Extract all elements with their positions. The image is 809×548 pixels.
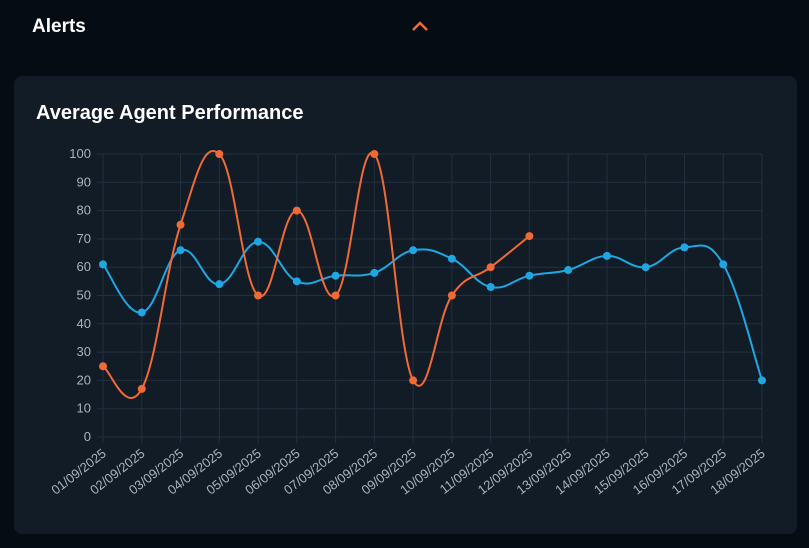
data-point: [409, 376, 418, 385]
data-point: [176, 246, 185, 255]
data-point: [719, 260, 728, 269]
chart: 010203040506070809010001/09/202502/09/20…: [48, 146, 768, 497]
y-tick-label: 10: [77, 401, 91, 416]
data-point: [137, 384, 146, 393]
y-tick-label: 20: [77, 372, 91, 387]
y-tick-label: 70: [77, 231, 91, 246]
data-point: [215, 150, 224, 158]
data-point: [447, 291, 456, 300]
data-point: [525, 232, 534, 241]
collapse-icon[interactable]: [410, 18, 430, 34]
data-point: [486, 283, 495, 292]
header-title: Alerts: [32, 16, 86, 37]
data-point: [331, 271, 340, 280]
data-point: [370, 150, 379, 158]
y-tick-label: 30: [77, 344, 91, 359]
data-point: [292, 206, 301, 215]
chart-card: Average Agent Performance 0 10 20 30 40 50 60 7…: [14, 76, 797, 534]
data-point: [447, 254, 456, 263]
y-tick-label: 0: [84, 429, 91, 444]
y-tick-label: 90: [77, 174, 91, 189]
data-point: [176, 220, 185, 229]
data-point: [525, 271, 534, 280]
data-point: [292, 277, 301, 286]
data-point: [137, 308, 146, 317]
data-point: [254, 237, 263, 246]
data-point: [370, 268, 379, 277]
y-tick-label: 40: [77, 316, 91, 331]
data-point: [641, 263, 650, 272]
y-tick-label: 100: [69, 146, 91, 161]
series-line: [102, 240, 763, 381]
data-point: [331, 291, 340, 300]
data-point: [215, 280, 224, 289]
data-point: [486, 263, 495, 272]
data-point: [758, 376, 766, 385]
data-point: [564, 266, 573, 275]
y-tick-label: 80: [77, 203, 91, 218]
chart-title: Average Agent Performance: [36, 102, 304, 124]
y-tick-label: 60: [77, 259, 91, 274]
data-point: [680, 243, 689, 252]
data-point: [99, 362, 107, 371]
y-tick-label: 50: [77, 288, 91, 303]
data-point: [254, 291, 263, 300]
data-point: [99, 260, 107, 269]
data-point: [409, 246, 418, 255]
series-line: [102, 150, 531, 399]
data-point: [602, 251, 611, 260]
